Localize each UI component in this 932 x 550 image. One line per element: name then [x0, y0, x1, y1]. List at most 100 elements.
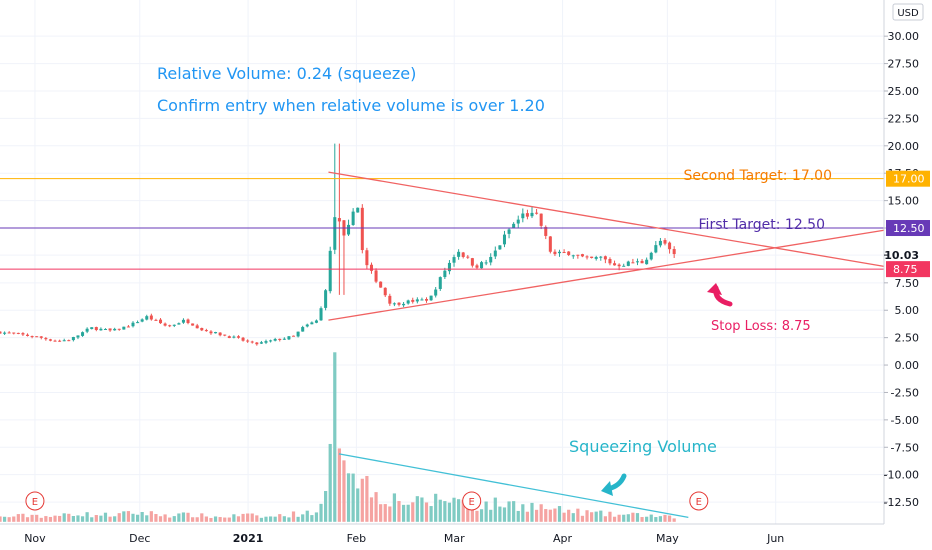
candle-body[interactable]: [172, 324, 176, 326]
candle-body[interactable]: [337, 218, 341, 222]
candle-body[interactable]: [44, 338, 48, 340]
candle-body[interactable]: [383, 287, 387, 296]
candle-body[interactable]: [654, 245, 658, 253]
candle-body[interactable]: [122, 326, 126, 330]
candle-body[interactable]: [236, 336, 240, 338]
candle-body[interactable]: [374, 270, 378, 282]
candle-body[interactable]: [502, 234, 506, 245]
candle-body[interactable]: [250, 341, 254, 343]
candle-body[interactable]: [516, 219, 520, 224]
candle-body[interactable]: [548, 236, 552, 252]
candle-body[interactable]: [131, 322, 135, 327]
candle-body[interactable]: [204, 330, 208, 332]
candle-body[interactable]: [113, 328, 117, 331]
candle-body[interactable]: [209, 331, 213, 334]
candle-body[interactable]: [649, 252, 653, 260]
candle-body[interactable]: [369, 264, 373, 271]
candle-body[interactable]: [347, 224, 351, 235]
candle-body[interactable]: [525, 213, 529, 217]
candle-body[interactable]: [379, 281, 383, 288]
candle-body[interactable]: [617, 264, 621, 267]
candle-body[interactable]: [324, 290, 328, 308]
candle-body[interactable]: [16, 332, 20, 334]
candle-body[interactable]: [269, 340, 273, 342]
candle-body[interactable]: [85, 328, 89, 332]
candle-body[interactable]: [585, 256, 589, 258]
candle-body[interactable]: [195, 325, 199, 329]
candle-body[interactable]: [278, 338, 282, 340]
horizontal-levels[interactable]: [0, 178, 884, 270]
candle-body[interactable]: [177, 323, 181, 325]
candle-body[interactable]: [145, 316, 149, 320]
candle-body[interactable]: [232, 336, 236, 338]
candle-body[interactable]: [140, 319, 144, 322]
candle-body[interactable]: [90, 327, 94, 330]
candle-body[interactable]: [553, 251, 557, 255]
candle-body[interactable]: [310, 322, 314, 325]
candle-body[interactable]: [672, 249, 676, 255]
candle-body[interactable]: [333, 217, 337, 250]
currency-badge[interactable]: [892, 3, 924, 21]
candle-body[interactable]: [562, 252, 566, 254]
candle-body[interactable]: [351, 211, 355, 225]
candle-body[interactable]: [214, 332, 218, 334]
candle-body[interactable]: [35, 336, 39, 338]
candle-body[interactable]: [599, 256, 603, 258]
candle-body[interactable]: [314, 320, 318, 323]
candle-body[interactable]: [227, 336, 231, 339]
candle-body[interactable]: [658, 240, 662, 246]
candle-body[interactable]: [218, 332, 222, 336]
candle-body[interactable]: [48, 339, 52, 341]
candle-body[interactable]: [168, 325, 172, 327]
candle-body[interactable]: [264, 341, 268, 343]
candle-body[interactable]: [580, 254, 584, 257]
candle-body[interactable]: [136, 322, 140, 324]
candle-body[interactable]: [360, 207, 364, 251]
candle-body[interactable]: [466, 256, 470, 258]
candle-body[interactable]: [576, 254, 580, 256]
candle-body[interactable]: [429, 295, 433, 301]
candle-body[interactable]: [149, 315, 153, 320]
candle-body[interactable]: [663, 240, 667, 244]
candle-body[interactable]: [30, 336, 34, 338]
candle-body[interactable]: [498, 245, 502, 250]
earnings-marker-icon[interactable]: [25, 491, 45, 511]
candle-body[interactable]: [622, 265, 626, 267]
candle-body[interactable]: [411, 299, 415, 302]
candle-body[interactable]: [365, 250, 369, 266]
candle-body[interactable]: [241, 337, 245, 341]
candle-body[interactable]: [163, 323, 167, 326]
candle-body[interactable]: [154, 319, 158, 321]
candle-body[interactable]: [470, 258, 474, 266]
candle-body[interactable]: [26, 334, 30, 336]
candle-body[interactable]: [415, 299, 419, 302]
candle-body[interactable]: [81, 332, 85, 336]
candle-body[interactable]: [397, 302, 401, 305]
candle-body[interactable]: [62, 340, 66, 342]
candle-body[interactable]: [512, 223, 516, 229]
candle-body[interactable]: [287, 336, 291, 340]
candle-body[interactable]: [117, 328, 121, 330]
candle-body[interactable]: [0, 331, 2, 334]
candle-body[interactable]: [461, 252, 465, 257]
candle-body[interactable]: [296, 331, 300, 337]
candle-body[interactable]: [246, 340, 250, 342]
candle-body[interactable]: [319, 308, 323, 321]
candle-body[interactable]: [181, 319, 185, 323]
earnings-marker-icon[interactable]: [689, 491, 709, 511]
candle-body[interactable]: [557, 251, 562, 254]
candle-body[interactable]: [434, 289, 438, 296]
candle-body[interactable]: [640, 260, 644, 264]
candle-body[interactable]: [443, 270, 447, 278]
candle-body[interactable]: [7, 332, 11, 334]
candle-body[interactable]: [282, 338, 286, 340]
candle-body[interactable]: [613, 263, 617, 266]
candle-body[interactable]: [603, 256, 607, 260]
candle-body[interactable]: [645, 259, 649, 265]
candle-body[interactable]: [301, 327, 305, 332]
candle-body[interactable]: [420, 299, 424, 301]
candle-body[interactable]: [539, 213, 543, 226]
candle-body[interactable]: [356, 207, 360, 213]
trendlines[interactable]: [328, 171, 885, 519]
candlesticks[interactable]: [0, 143, 676, 346]
